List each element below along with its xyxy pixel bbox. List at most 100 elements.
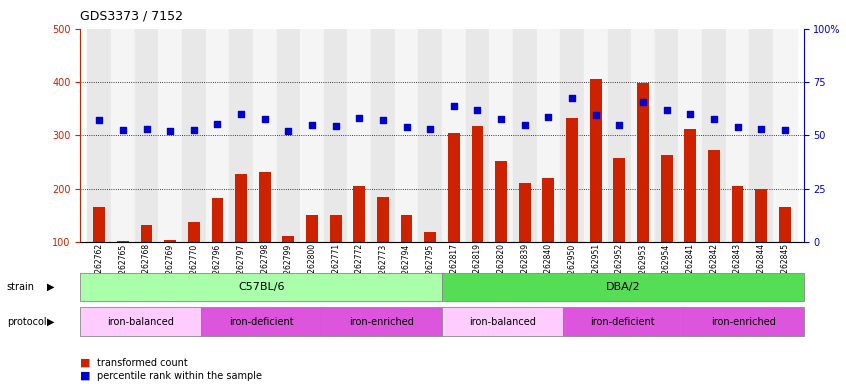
Bar	[655, 29, 678, 242]
Point	[92, 118, 106, 124]
Bar	[395, 29, 419, 242]
Bar	[283, 235, 294, 295]
Bar	[489, 29, 513, 242]
Point	[282, 127, 295, 134]
Point	[778, 127, 792, 133]
Bar	[563, 307, 683, 336]
Bar	[371, 29, 395, 242]
Point	[494, 116, 508, 122]
Text: iron-deficient: iron-deficient	[229, 316, 294, 327]
Point	[329, 123, 343, 129]
Text: iron-enriched: iron-enriched	[349, 316, 415, 327]
Bar	[542, 178, 554, 295]
Bar	[135, 29, 158, 242]
Text: iron-balanced: iron-balanced	[469, 316, 536, 327]
Text: DBA/2: DBA/2	[606, 282, 640, 292]
Bar	[560, 29, 584, 242]
Bar	[277, 29, 300, 242]
Text: ▶: ▶	[47, 316, 54, 327]
Point	[731, 124, 744, 131]
Bar	[111, 29, 135, 242]
Bar	[513, 29, 536, 242]
Bar	[229, 29, 253, 242]
Point	[589, 112, 602, 118]
Point	[636, 99, 650, 105]
Point	[470, 107, 484, 113]
Point	[116, 127, 129, 133]
Bar	[164, 240, 176, 295]
Bar	[495, 161, 507, 295]
Point	[447, 103, 460, 109]
Bar	[354, 186, 365, 295]
Point	[400, 124, 414, 131]
Point	[707, 116, 721, 122]
Bar	[80, 307, 201, 336]
Text: ■: ■	[80, 371, 91, 381]
Bar	[519, 183, 530, 295]
Point	[755, 126, 768, 132]
Bar	[678, 29, 702, 242]
Point	[258, 116, 272, 122]
Point	[518, 122, 531, 128]
Bar	[732, 186, 744, 295]
Bar	[607, 29, 631, 242]
Bar	[201, 307, 321, 336]
Point	[187, 127, 201, 133]
Bar	[401, 215, 413, 295]
Text: ▶: ▶	[47, 282, 54, 292]
Bar	[750, 29, 773, 242]
Bar	[584, 29, 607, 242]
Bar	[419, 29, 442, 242]
Bar	[590, 79, 602, 295]
Bar	[755, 189, 767, 295]
Bar	[300, 29, 324, 242]
Bar	[708, 150, 720, 295]
Bar	[158, 29, 182, 242]
Bar	[613, 158, 625, 295]
Bar	[442, 273, 804, 301]
Bar	[259, 172, 271, 295]
Text: protocol: protocol	[7, 316, 47, 327]
Point	[684, 111, 697, 117]
Bar	[566, 118, 578, 295]
Bar	[348, 29, 371, 242]
Point	[211, 121, 224, 127]
Point	[660, 107, 673, 113]
Text: C57BL/6: C57BL/6	[238, 282, 284, 292]
Point	[541, 114, 555, 120]
Bar	[773, 29, 797, 242]
Point	[305, 122, 319, 128]
Bar	[212, 198, 223, 295]
Bar	[321, 307, 442, 336]
Bar	[93, 207, 105, 295]
Bar	[661, 155, 673, 295]
Point	[353, 115, 366, 121]
Point	[565, 95, 579, 101]
Bar	[330, 215, 342, 295]
Bar	[377, 197, 389, 295]
Point	[424, 126, 437, 132]
Text: iron-deficient: iron-deficient	[591, 316, 655, 327]
Bar	[206, 29, 229, 242]
Bar	[253, 29, 277, 242]
Point	[613, 122, 626, 128]
Bar	[306, 215, 318, 295]
Bar	[465, 29, 489, 242]
Text: percentile rank within the sample: percentile rank within the sample	[97, 371, 262, 381]
Bar	[324, 29, 348, 242]
Bar	[182, 29, 206, 242]
Bar	[188, 222, 200, 295]
Bar	[684, 129, 696, 295]
Point	[140, 126, 153, 132]
Text: iron-enriched: iron-enriched	[711, 316, 776, 327]
Bar	[471, 126, 483, 295]
Bar	[425, 232, 437, 295]
Text: GDS3373 / 7152: GDS3373 / 7152	[80, 10, 184, 23]
Point	[234, 111, 248, 117]
Bar	[442, 307, 563, 336]
Bar	[683, 307, 804, 336]
Text: ■: ■	[80, 358, 91, 368]
Bar	[536, 29, 560, 242]
Bar	[779, 207, 791, 295]
Point	[163, 127, 177, 134]
